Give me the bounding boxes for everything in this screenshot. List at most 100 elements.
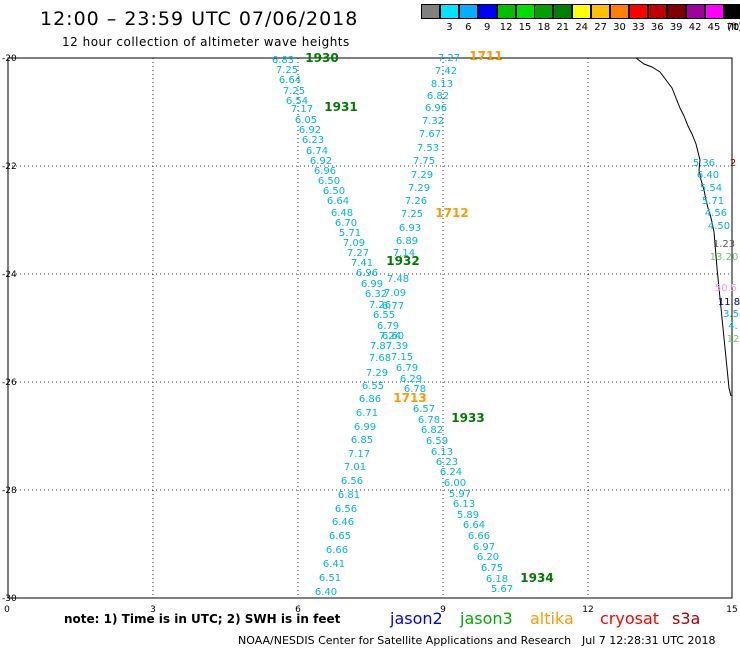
- wave-height-label: 6.74: [306, 146, 328, 157]
- color-swatch: [647, 4, 667, 19]
- color-swatch: [534, 4, 554, 19]
- wave-height-label: 7.17: [348, 449, 370, 460]
- wave-height-label: 6.54: [286, 96, 308, 107]
- wave-height-label: 6.56: [341, 476, 363, 487]
- wave-height-label: 6.82: [427, 91, 449, 102]
- wave-height-label: 7.27: [347, 248, 369, 259]
- wave-height-label: 6.18: [486, 574, 508, 585]
- satellite-legend-item: jason3: [460, 609, 513, 628]
- color-scale-label: 9: [484, 22, 491, 33]
- color-swatch: [610, 4, 629, 19]
- wave-height-label: 7.14: [393, 248, 415, 259]
- wave-height-label: 5.71: [339, 228, 361, 239]
- color-scale-label: 27: [594, 22, 607, 33]
- color-scale-label: 3: [446, 22, 453, 33]
- wave-height-label: 6.65: [329, 531, 351, 542]
- color-scale-label: 36: [650, 22, 664, 33]
- wave-height-label: 6.92: [299, 125, 321, 136]
- wave-height-label: 6.50: [323, 186, 345, 197]
- wave-height-label: 5.54: [700, 183, 722, 194]
- wave-height-label: 6.40: [315, 587, 337, 598]
- x-tick-label: 12: [582, 605, 593, 615]
- wave-height-label: 6.29: [400, 374, 422, 385]
- wave-height-label: 6.40: [697, 170, 719, 181]
- pass-time-label: 1713: [393, 391, 426, 405]
- y-tick-label: -30: [2, 594, 17, 604]
- wave-height-label: 6.48: [331, 208, 353, 219]
- wave-height-label: 11.8: [718, 297, 740, 308]
- wave-height-label: 6.75: [481, 563, 503, 574]
- wave-height-label: 6.96: [314, 166, 336, 177]
- y-tick-label: -28: [2, 486, 17, 496]
- wave-height-label: 6.96: [356, 268, 378, 279]
- y-tick-label: -20: [2, 54, 17, 64]
- wave-height-label: 6.89: [396, 236, 418, 247]
- page-title: 12:00 – 23:59 UTC 07/06/2018: [40, 8, 359, 30]
- wave-height-label: 7.48: [387, 274, 409, 285]
- color-scale-label: 15: [518, 22, 532, 33]
- color-scale-unit: (ft): [727, 22, 740, 33]
- y-tick-label: -24: [2, 270, 17, 280]
- wave-height-label: 7.42: [435, 66, 457, 77]
- color-scale-label: 24: [575, 22, 589, 33]
- wave-height-label: 6.96: [425, 103, 447, 114]
- wave-height-label: 6.71: [356, 408, 378, 419]
- color-scale-label: 6: [465, 22, 472, 33]
- pass-time-label: 1933: [451, 411, 484, 425]
- color-swatch: [515, 4, 535, 19]
- coastline: [635, 57, 732, 397]
- wave-height-label: 7.25: [276, 65, 298, 76]
- wave-height-label: 5.36: [693, 158, 715, 169]
- color-swatch: [439, 4, 459, 19]
- timestamp: Jul 7 12:28:31 UTC 2018: [582, 634, 716, 647]
- wave-height-label: 6.99: [361, 279, 383, 290]
- pass-time-label: 1712: [435, 206, 468, 220]
- wave-height-label: 6.64: [463, 520, 485, 531]
- wave-height-label: 7.27: [438, 53, 460, 64]
- wave-height-label: 5.67: [491, 584, 513, 595]
- wave-height-label: 3.5: [723, 309, 739, 320]
- wave-height-label: 7.32: [422, 116, 444, 127]
- wave-height-label: 7.41: [351, 258, 373, 269]
- wave-height-label: 6.83: [272, 55, 294, 66]
- y-tick-label: -26: [2, 378, 17, 388]
- page-subtitle: 12 hour collection of altimeter wave hei…: [62, 35, 350, 49]
- pass-time-label: 1932: [386, 254, 419, 268]
- wave-height-label: 5.89: [457, 510, 479, 521]
- color-scale-label: 39: [669, 22, 683, 33]
- wave-height-label: 6.32: [365, 289, 387, 300]
- color-swatch: [723, 4, 740, 19]
- wave-height-label: 5.97: [449, 489, 471, 500]
- wave-height-label: 6.60: [382, 331, 404, 342]
- wave-height-label: 7.25: [283, 86, 305, 97]
- wave-height-label: 4.56: [705, 208, 727, 219]
- wave-height-label: 50.5: [715, 283, 737, 294]
- wave-height-label: 6.56: [335, 504, 357, 515]
- wave-height-label: 6.41: [323, 559, 345, 570]
- wave-height-label: 6.50: [318, 176, 340, 187]
- color-scale-label: 33: [632, 22, 645, 33]
- wave-height-label: 7.24: [379, 331, 401, 342]
- wave-height-label: 6.97: [473, 542, 495, 553]
- wave-height-label: 7.29: [411, 170, 433, 181]
- wave-height-label: 13.20: [710, 252, 739, 263]
- wave-height-label: 6.20: [477, 552, 499, 563]
- x-tick-label: 0: [4, 605, 10, 615]
- color-swatch: [496, 4, 516, 19]
- wave-height-label: 6.79: [377, 321, 399, 332]
- wave-height-label: 6.99: [354, 422, 376, 433]
- wave-height-label: 4.: [728, 321, 738, 332]
- y-tick-label: -22: [2, 162, 17, 172]
- wave-height-label: 6.81: [338, 490, 360, 501]
- x-tick-label: 15: [726, 605, 737, 615]
- wave-height-label: 6.78: [404, 384, 426, 395]
- wave-height-label: 6.59: [426, 436, 448, 447]
- wave-height-label: 7.75: [413, 156, 435, 167]
- wave-height-label: 6.64: [327, 196, 349, 207]
- wave-height-label: 7.68: [369, 353, 391, 364]
- wave-height-label: 6.00: [444, 478, 466, 489]
- wave-height-label: 7.29: [366, 368, 388, 379]
- pass-time-label: 1934: [520, 571, 553, 585]
- wave-height-label: 7.39: [386, 341, 408, 352]
